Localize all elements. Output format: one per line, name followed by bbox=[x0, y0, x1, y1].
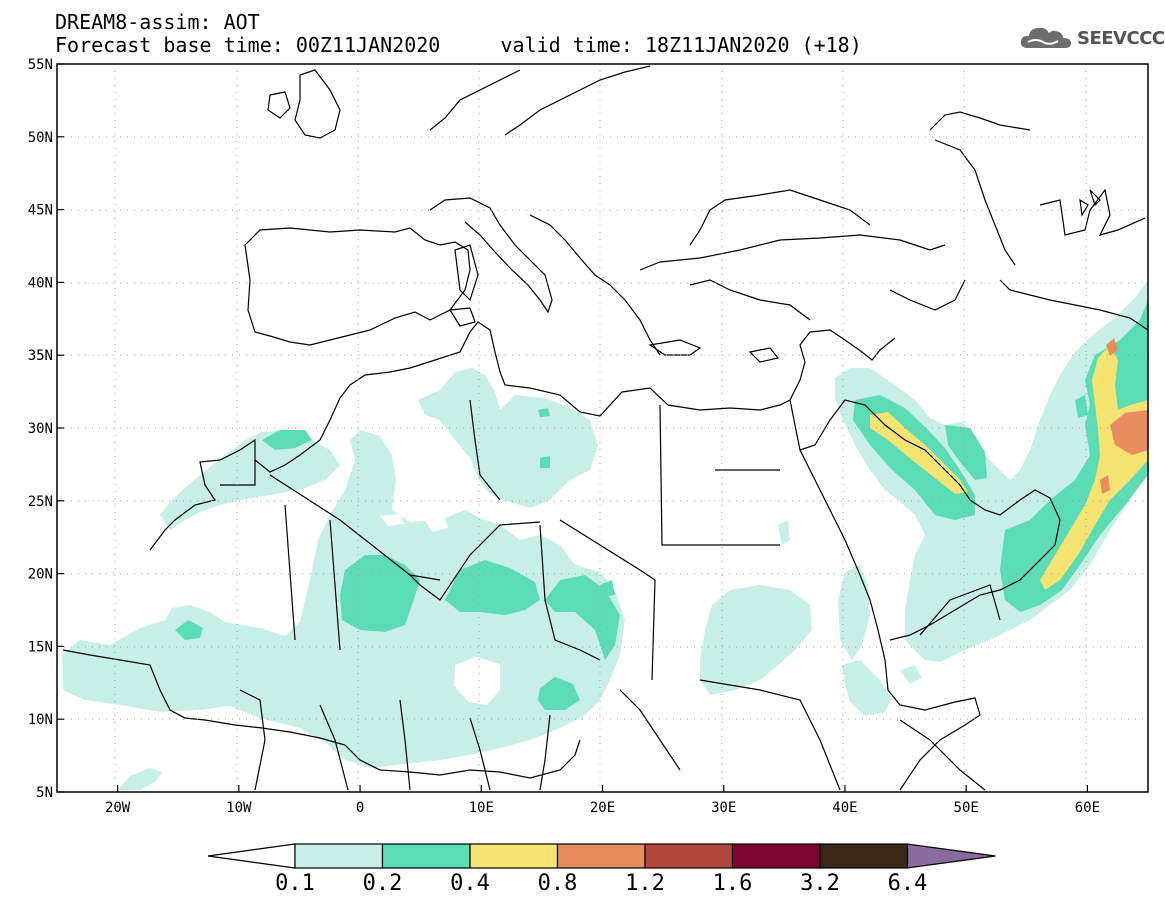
colorbar-level-label: 1.2 bbox=[625, 871, 665, 896]
colorbar-level-label: 0.8 bbox=[538, 871, 578, 896]
cloud-icon bbox=[1020, 27, 1071, 48]
lon-tick-label: 40E bbox=[832, 800, 857, 816]
lat-tick-label: 15N bbox=[28, 639, 53, 655]
colorbar-box bbox=[819, 843, 909, 869]
colorbar-level-label: 3.2 bbox=[800, 871, 840, 896]
lon-tick-label: 20E bbox=[590, 800, 615, 816]
lat-tick-label: 10N bbox=[28, 712, 53, 728]
colorbar-box bbox=[556, 843, 646, 869]
colorbar-level-label: 1.6 bbox=[713, 871, 753, 896]
lon-tick-label: 10W bbox=[226, 800, 252, 816]
lat-tick-label: 5N bbox=[36, 785, 53, 801]
colorbar-under-arrow bbox=[207, 843, 296, 869]
lat-tick-label: 40N bbox=[28, 275, 53, 291]
lon-tick-label: 60E bbox=[1075, 800, 1100, 816]
logo-text: SEEVCCC bbox=[1077, 27, 1165, 49]
colorbar-level-label: 0.2 bbox=[363, 871, 403, 896]
colorbar-box bbox=[294, 843, 384, 869]
lat-tick-label: 35N bbox=[28, 348, 53, 364]
aot-field-0.8 bbox=[1100, 338, 1148, 494]
latitude-axis: 55N 50N 45N 40N 35N 30N 25N 20N 15N 10N 5N bbox=[28, 57, 64, 801]
colorbar-box bbox=[381, 843, 471, 869]
lat-tick-label: 45N bbox=[28, 203, 53, 219]
lat-tick-label: 20N bbox=[28, 567, 53, 583]
colorbar-box bbox=[469, 843, 559, 869]
lon-tick-label: 30E bbox=[711, 800, 736, 816]
lon-tick-label: 0 bbox=[356, 800, 364, 816]
forecast-times: Forecast base time: 00Z11JAN2020 valid t… bbox=[55, 33, 862, 57]
colorbar-level-label: 0.1 bbox=[275, 871, 315, 896]
colorbar-level-label: 6.4 bbox=[888, 871, 928, 896]
lat-tick-label: 30N bbox=[28, 421, 53, 437]
colorbar-box bbox=[644, 843, 734, 869]
colorbar-over-arrow bbox=[906, 843, 996, 869]
lon-tick-label: 50E bbox=[954, 800, 979, 816]
lat-tick-label: 25N bbox=[28, 494, 53, 510]
lon-tick-label: 20W bbox=[105, 800, 131, 816]
colorbar-box bbox=[731, 843, 821, 869]
seevccc-logo: SEEVCCC bbox=[1018, 22, 1165, 54]
colorbar-level-label: 0.4 bbox=[450, 871, 490, 896]
lat-tick-label: 55N bbox=[28, 57, 53, 73]
longitude-axis: 20W 10W 0 10E 20E 30E 40E 50E 60E bbox=[105, 785, 1100, 816]
lat-tick-label: 50N bbox=[28, 130, 53, 146]
chart-title: DREAM8-assim: AOT bbox=[55, 10, 260, 34]
gridlines bbox=[57, 64, 1148, 792]
lon-tick-label: 10E bbox=[469, 800, 494, 816]
aot-field-holes bbox=[380, 514, 500, 705]
coastlines-borders bbox=[62, 65, 1148, 791]
